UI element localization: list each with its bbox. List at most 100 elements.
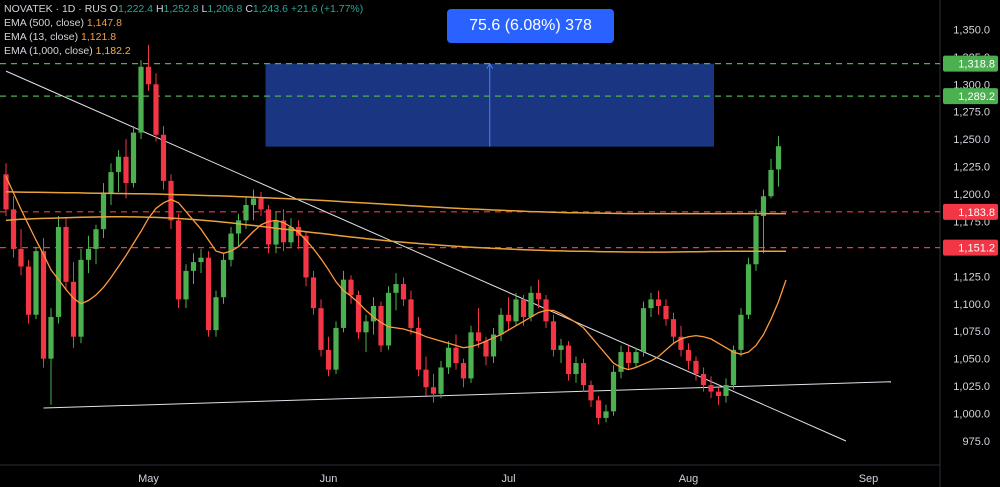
candle-body bbox=[550, 321, 557, 350]
candle-body bbox=[618, 352, 624, 372]
candle-body bbox=[318, 308, 324, 350]
candle-body bbox=[130, 132, 137, 184]
candle-body bbox=[460, 363, 467, 379]
candle-body bbox=[693, 360, 699, 375]
trend-line-1 bbox=[43, 381, 892, 409]
candle-body bbox=[160, 134, 167, 181]
candle-body bbox=[70, 281, 77, 337]
y-tick-label: 1,000.0 bbox=[953, 409, 990, 421]
candle-body bbox=[213, 297, 219, 331]
candle-body bbox=[588, 385, 594, 401]
candle-body bbox=[325, 349, 332, 370]
x-tick-label: Aug bbox=[679, 473, 699, 485]
candle-body bbox=[258, 198, 264, 210]
ema500-legend-row[interactable]: EMA (500, close) 1,147.8 bbox=[4, 16, 363, 30]
candle-body bbox=[505, 314, 512, 322]
y-tick-label: 1,125.0 bbox=[953, 271, 990, 283]
candle-body bbox=[768, 169, 774, 197]
candle-body bbox=[175, 220, 182, 300]
candle-body bbox=[580, 363, 587, 386]
ohlc-legend-row: NOVATEK · 1D · RUS O1,222.4 H1,252.8 L1,… bbox=[4, 2, 363, 16]
candle-body bbox=[445, 347, 452, 368]
low-label: L bbox=[201, 3, 208, 15]
candle-body bbox=[40, 251, 47, 359]
candle-body bbox=[775, 146, 782, 170]
high-label: H bbox=[155, 3, 164, 15]
candle-body bbox=[468, 332, 474, 379]
candle-body bbox=[303, 235, 309, 278]
candle-body bbox=[430, 387, 437, 394]
candle-body bbox=[708, 385, 714, 392]
ema13-line bbox=[5, 176, 787, 371]
candle-body bbox=[573, 363, 579, 375]
candle-body bbox=[145, 66, 152, 85]
y-tick-label: 1,275.0 bbox=[953, 107, 990, 119]
price-tag-bg-3 bbox=[943, 239, 998, 256]
x-tick-label: Jun bbox=[320, 473, 338, 485]
candle-body bbox=[310, 277, 317, 309]
price-tag-bg-2 bbox=[943, 203, 998, 220]
y-tick-label: 1,100.0 bbox=[953, 299, 990, 311]
candle-body bbox=[235, 220, 242, 234]
candle-body bbox=[610, 371, 617, 412]
candle-body bbox=[370, 305, 377, 322]
candle-body bbox=[198, 257, 204, 263]
candle-body bbox=[490, 334, 497, 357]
candle-body bbox=[10, 209, 17, 249]
high-value: 1,252.8 bbox=[163, 3, 199, 15]
candle-body bbox=[745, 264, 752, 315]
candle-body bbox=[513, 299, 519, 322]
y-tick-label: 1,075.0 bbox=[953, 326, 990, 338]
candle-body bbox=[85, 248, 92, 260]
ema13-legend-row[interactable]: EMA (13, close) 1,121.8 bbox=[4, 30, 363, 44]
candle-body bbox=[415, 327, 422, 370]
price-tag-label-2: 1,183.8 bbox=[958, 207, 995, 219]
close-value: 1,243.6 bbox=[252, 3, 288, 15]
candle-body bbox=[340, 279, 347, 328]
candle-body bbox=[100, 194, 107, 230]
candle-body bbox=[730, 349, 737, 386]
candle-body bbox=[438, 367, 444, 394]
measure-label[interactable]: 75.6 (6.08%) 378 bbox=[447, 9, 614, 43]
ema500-value: 1,147.8 bbox=[86, 17, 122, 29]
candle-body bbox=[250, 198, 257, 206]
candle-body bbox=[423, 369, 429, 388]
candle-body bbox=[273, 220, 279, 245]
candle-body bbox=[385, 292, 392, 346]
ema13-label: EMA (13, close) bbox=[4, 31, 79, 43]
price-tag-bg-0 bbox=[943, 55, 998, 72]
candle-body bbox=[558, 345, 564, 350]
y-tick-label: 1,350.0 bbox=[953, 24, 990, 36]
candle-body bbox=[78, 259, 84, 337]
candle-body bbox=[108, 172, 114, 195]
price-tag-label-0: 1,318.8 bbox=[958, 59, 995, 71]
candle-body bbox=[655, 299, 662, 306]
candle-body bbox=[93, 229, 99, 249]
price-tag-label-3: 1,151.2 bbox=[958, 243, 995, 255]
y-tick-label: 1,250.0 bbox=[953, 134, 990, 146]
candle-body bbox=[408, 299, 414, 328]
candle-body bbox=[355, 295, 362, 333]
ema1000-legend-row[interactable]: EMA (1,000, close) 1,182.2 bbox=[4, 44, 363, 58]
candle-body bbox=[18, 248, 24, 267]
symbol-label[interactable]: NOVATEK · 1D · RUS bbox=[4, 3, 107, 15]
chart-legend: NOVATEK · 1D · RUS O1,222.4 H1,252.8 L1,… bbox=[4, 2, 363, 58]
x-tick-label: May bbox=[138, 473, 159, 485]
candle-body bbox=[348, 279, 354, 296]
change-value: +21.6 (+1.77%) bbox=[290, 3, 364, 15]
candle-body bbox=[498, 314, 504, 335]
candle-body bbox=[640, 308, 647, 353]
candle-body bbox=[760, 196, 767, 216]
candle-body bbox=[378, 305, 384, 346]
ema500-label: EMA (500, close) bbox=[4, 17, 84, 29]
candle-body bbox=[280, 220, 287, 243]
candle-body bbox=[333, 327, 339, 370]
candle-body bbox=[483, 341, 489, 357]
candle-body bbox=[678, 336, 684, 350]
candle-body bbox=[475, 332, 482, 342]
candle-body bbox=[138, 66, 144, 133]
candle-body bbox=[648, 299, 654, 309]
candle-body bbox=[400, 284, 407, 300]
ema1000-label: EMA (1,000, close) bbox=[4, 45, 93, 57]
